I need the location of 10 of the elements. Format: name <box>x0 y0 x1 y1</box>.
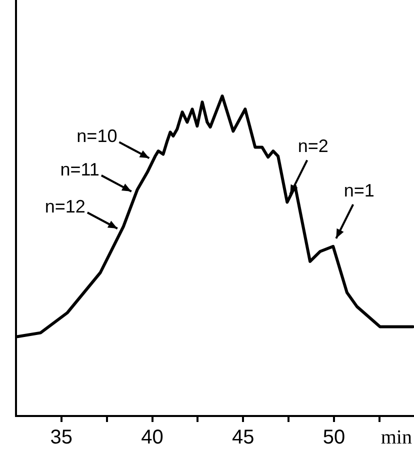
annotation: n=2 <box>298 136 328 156</box>
x-tick-label: 45 <box>232 426 254 449</box>
x-tick-label: 40 <box>141 426 164 449</box>
x-tick-label: 50 <box>322 426 346 449</box>
annotation: n=12 <box>44 196 86 217</box>
annotation: n=1 <box>344 180 374 200</box>
annotation: n=11 <box>60 159 100 180</box>
x-tick-label: 35 <box>50 426 73 449</box>
x-axis-title: min <box>380 426 412 448</box>
annotation: n=10 <box>76 126 118 146</box>
